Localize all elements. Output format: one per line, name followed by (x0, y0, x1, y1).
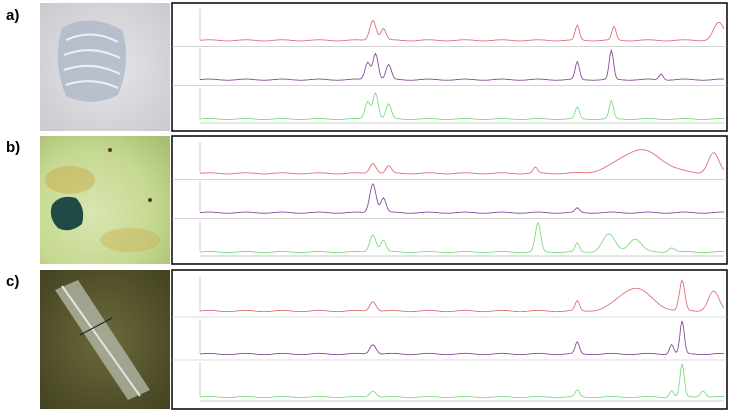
spectrum-frame (171, 2, 728, 132)
micrograph-a (40, 3, 170, 131)
micrograph-b (40, 136, 170, 264)
spectrum-trace (199, 91, 725, 121)
panel-label: c) (6, 273, 19, 290)
spectrum-trace (199, 149, 725, 175)
panel-label: b) (6, 139, 20, 156)
spectrum-trace (199, 221, 725, 254)
panel-label: a) (6, 7, 19, 24)
spectrum-frame (171, 135, 728, 265)
spectrum-trace (199, 279, 725, 313)
spectrum-trace (199, 19, 725, 42)
spectrum-trace (199, 363, 724, 399)
spectrum-trace (199, 182, 724, 214)
spectrum-trace (199, 48, 724, 81)
spectrum-frame (171, 269, 728, 410)
micrograph-c (40, 270, 170, 409)
spectrum-trace (199, 320, 724, 356)
